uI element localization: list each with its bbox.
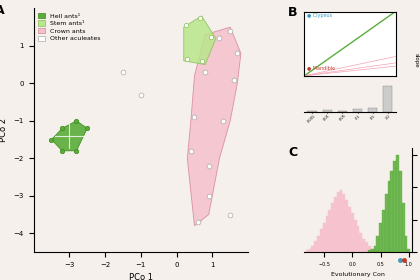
Bar: [340, 190, 342, 252]
Bar: [399, 171, 402, 252]
Bar: [376, 251, 379, 252]
Bar: [306, 250, 309, 252]
Bar: [345, 200, 348, 252]
Point: [48, 137, 55, 142]
Y-axis label: slope: slope: [414, 53, 419, 67]
Text: B: B: [288, 6, 298, 19]
Point: [187, 149, 194, 153]
Point: [194, 220, 201, 224]
Bar: [382, 210, 385, 252]
Point: [227, 212, 234, 217]
Bar: [342, 194, 345, 252]
Point: [73, 149, 80, 153]
Text: A: A: [0, 4, 5, 17]
Point: [197, 15, 203, 20]
Point: [182, 23, 189, 27]
Polygon shape: [52, 121, 87, 151]
Bar: [328, 210, 331, 252]
Bar: [314, 241, 317, 252]
Bar: [337, 192, 340, 252]
Bar: [357, 226, 360, 252]
Bar: [362, 239, 365, 252]
Bar: [371, 249, 373, 252]
Bar: [348, 207, 351, 252]
Bar: [404, 236, 407, 252]
Bar: [309, 249, 311, 252]
Bar: [402, 203, 404, 252]
Point: [205, 193, 212, 198]
Bar: [385, 194, 388, 252]
Bar: [379, 223, 382, 252]
Bar: [334, 197, 337, 252]
Point: [191, 115, 198, 119]
Legend: Hell ants¹, Stem ants¹, Crown ants, Other aculeates: Hell ants¹, Stem ants¹, Crown ants, Othe…: [37, 11, 102, 43]
Point: [137, 92, 144, 97]
Bar: [373, 246, 376, 252]
X-axis label: Evolutionary Con: Evolutionary Con: [331, 272, 385, 277]
Bar: [320, 229, 323, 252]
Bar: [376, 236, 379, 252]
Bar: [388, 181, 391, 252]
Bar: [396, 155, 399, 252]
Point: [216, 36, 223, 41]
Bar: [391, 171, 393, 252]
Bar: [360, 233, 362, 252]
Bar: [407, 249, 410, 252]
Bar: [351, 213, 354, 252]
Point: [59, 149, 66, 153]
Point: [207, 34, 214, 39]
Bar: [326, 216, 328, 252]
Point: [59, 126, 66, 130]
X-axis label: PCo 1: PCo 1: [129, 273, 153, 280]
Bar: [354, 220, 357, 252]
Point: [227, 29, 234, 33]
Point: [234, 51, 241, 56]
Point: [184, 57, 191, 61]
Y-axis label: PCo 2: PCo 2: [0, 118, 8, 142]
Polygon shape: [187, 27, 241, 226]
Point: [202, 70, 209, 74]
Point: [231, 77, 237, 82]
Bar: [368, 250, 371, 252]
Point: [120, 70, 126, 74]
Bar: [393, 161, 396, 252]
Bar: [365, 242, 368, 252]
Point: [84, 126, 91, 130]
Text: C: C: [288, 146, 297, 159]
Point: [198, 59, 205, 63]
Point: [205, 164, 212, 168]
Bar: [331, 203, 334, 252]
Point: [73, 119, 80, 123]
Point: [220, 119, 226, 123]
Bar: [323, 223, 326, 252]
Bar: [368, 246, 371, 252]
Bar: [379, 251, 382, 252]
Bar: [311, 246, 314, 252]
Bar: [317, 236, 320, 252]
Polygon shape: [184, 16, 216, 65]
Bar: [373, 250, 376, 252]
Bar: [371, 249, 373, 252]
